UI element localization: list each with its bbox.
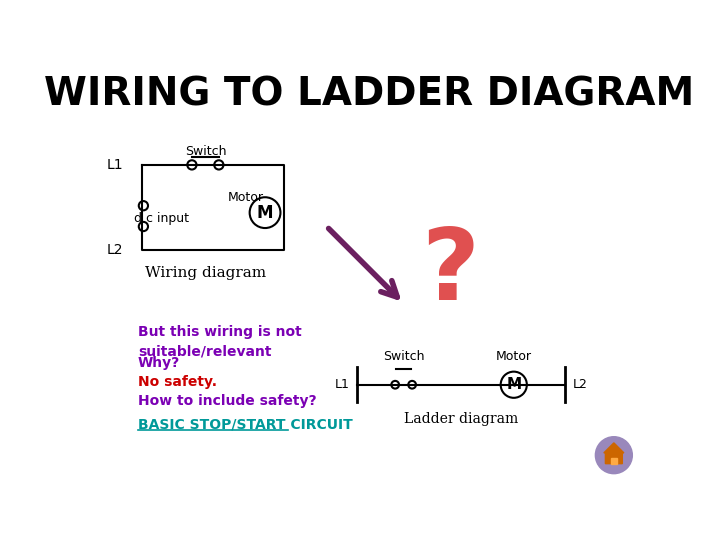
Text: L1: L1 (107, 158, 123, 172)
Text: Wiring diagram: Wiring diagram (145, 266, 266, 280)
Polygon shape (611, 457, 617, 464)
Circle shape (595, 437, 632, 474)
Text: L1: L1 (335, 378, 350, 392)
Text: d.c input: d.c input (134, 212, 189, 225)
Text: Switch: Switch (185, 145, 227, 158)
Text: L2: L2 (107, 242, 123, 256)
Text: M: M (257, 204, 274, 221)
Text: WIRING TO LADDER DIAGRAM: WIRING TO LADDER DIAGRAM (44, 75, 694, 113)
Text: No safety.: No safety. (138, 375, 217, 389)
Text: How to include safety?: How to include safety? (138, 394, 317, 408)
Polygon shape (606, 444, 622, 464)
Text: Ladder diagram: Ladder diagram (404, 412, 518, 426)
Text: M: M (506, 377, 521, 392)
Text: Switch: Switch (383, 350, 424, 363)
Text: Motor: Motor (228, 191, 264, 204)
Text: BASIC STOP/START CIRCUIT: BASIC STOP/START CIRCUIT (138, 417, 353, 431)
Text: But this wiring is not
suitable/relevant: But this wiring is not suitable/relevant (138, 325, 302, 359)
Text: Motor: Motor (496, 350, 532, 363)
Polygon shape (604, 443, 624, 453)
Text: L2: L2 (573, 378, 588, 392)
Text: Why?: Why? (138, 356, 180, 370)
Text: ?: ? (421, 224, 479, 321)
